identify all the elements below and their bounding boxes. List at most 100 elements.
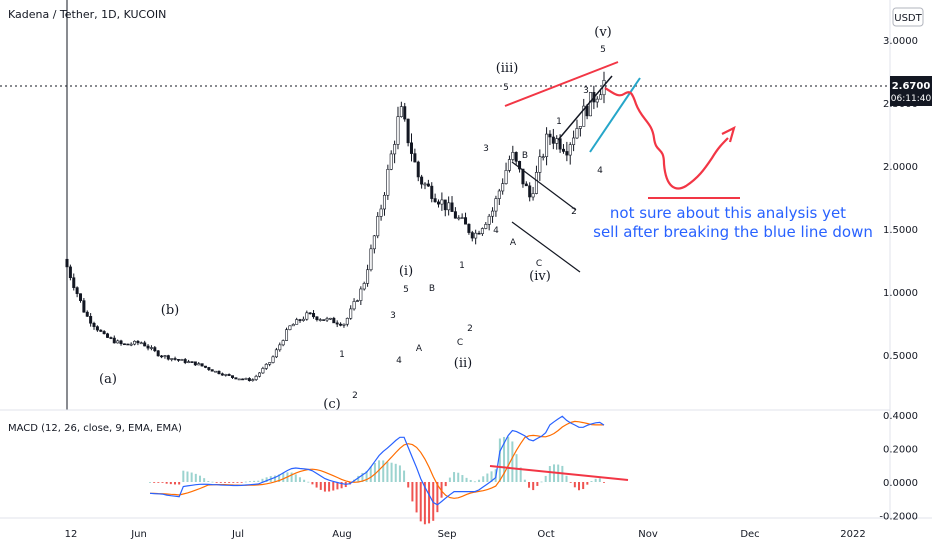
candle-body bbox=[251, 379, 255, 381]
candle-body bbox=[237, 378, 241, 381]
candle-body bbox=[264, 363, 268, 369]
macd-histogram-bar bbox=[503, 436, 506, 482]
macd-histogram-bar bbox=[357, 475, 360, 482]
candle-body bbox=[534, 172, 538, 194]
wave-labels: (a) (b) (c) (i) (ii) (iii) (iv) (v) 1 2 3 4 5 A B C 1 2 3 4… bbox=[99, 25, 612, 412]
macd-histogram-bar bbox=[519, 467, 522, 482]
macd-histogram-bar bbox=[169, 482, 172, 485]
candle-body bbox=[298, 319, 302, 321]
candle-body bbox=[112, 337, 116, 344]
candle-body bbox=[258, 372, 262, 377]
candle-body bbox=[234, 377, 238, 380]
macd-histogram-bar bbox=[523, 479, 526, 482]
macd-histogram-bar bbox=[149, 482, 151, 483]
macd-histogram-bar bbox=[182, 470, 185, 482]
time-axis-label: 2022 bbox=[840, 529, 865, 540]
currency-button[interactable] bbox=[892, 7, 924, 27]
candle-body bbox=[521, 168, 525, 185]
macd-histogram-bar bbox=[482, 476, 485, 482]
candle-body bbox=[68, 266, 72, 279]
wave-label: (iv) bbox=[529, 269, 551, 284]
macd-line bbox=[149, 415, 605, 506]
macd-histogram bbox=[149, 436, 605, 525]
candle-body bbox=[200, 363, 204, 367]
macd-histogram-bar bbox=[265, 477, 268, 482]
channel-line-lower bbox=[511, 221, 581, 273]
macd-histogram-bar bbox=[332, 482, 335, 491]
wedge-line-upper-black bbox=[557, 75, 613, 141]
candle-body bbox=[85, 311, 89, 317]
candle-body bbox=[102, 331, 106, 335]
price-tick-label: 0.5000 bbox=[883, 351, 918, 362]
candle-body bbox=[474, 232, 478, 239]
macd-histogram-bar bbox=[398, 465, 401, 482]
macd-histogram-bar bbox=[544, 475, 547, 482]
candle-body bbox=[352, 301, 356, 310]
macd-histogram-bar bbox=[228, 482, 231, 483]
macd-histogram-bar bbox=[569, 482, 572, 483]
candle-body bbox=[507, 159, 511, 171]
time-axis-label: Sep bbox=[438, 529, 457, 540]
candle-body bbox=[325, 318, 329, 321]
upper-wedge-line bbox=[504, 61, 619, 107]
candle-body bbox=[247, 378, 251, 381]
candlestick-series bbox=[65, 71, 606, 382]
candle-body bbox=[578, 126, 582, 129]
candle-body bbox=[190, 361, 194, 363]
candle-body bbox=[457, 217, 461, 220]
candle-body bbox=[322, 319, 326, 321]
macd-histogram-bar bbox=[378, 460, 381, 482]
macd-histogram-bar bbox=[319, 482, 322, 490]
macd-histogram-bar bbox=[578, 482, 581, 491]
candle-body bbox=[312, 313, 316, 318]
candle-body bbox=[271, 356, 275, 363]
candle-body bbox=[285, 329, 289, 341]
note-line-2: sell after breaking the blue line down bbox=[593, 223, 873, 241]
candle-body bbox=[214, 370, 218, 373]
wave-label: 3 bbox=[390, 311, 396, 321]
candle-body bbox=[173, 358, 177, 360]
candle-body bbox=[487, 215, 491, 225]
candle-body bbox=[565, 151, 569, 156]
candle-body bbox=[328, 317, 332, 320]
candle-body bbox=[376, 216, 380, 237]
candle-body bbox=[393, 144, 397, 155]
macd-histogram-bar bbox=[253, 480, 256, 482]
macd-histogram-bar bbox=[261, 478, 264, 482]
wave-label: 5 bbox=[503, 83, 509, 93]
candle-body bbox=[261, 368, 265, 374]
macd-histogram-bar bbox=[415, 482, 418, 513]
channel-line-upper bbox=[511, 161, 577, 211]
candle-body bbox=[443, 199, 447, 211]
candle-body bbox=[207, 367, 211, 370]
candle-body bbox=[382, 194, 386, 210]
wave-label: 2 bbox=[571, 207, 577, 217]
candle-body bbox=[528, 185, 532, 198]
projection-arrowhead bbox=[721, 125, 736, 143]
candle-body bbox=[176, 359, 180, 361]
macd-histogram-bar bbox=[448, 477, 451, 482]
candle-body bbox=[301, 318, 305, 321]
candle-body bbox=[396, 116, 400, 145]
candle-body bbox=[224, 374, 228, 376]
macd-histogram-bar bbox=[469, 479, 472, 482]
candle-body bbox=[440, 199, 444, 205]
candle-body bbox=[153, 347, 157, 352]
candle-body bbox=[538, 156, 542, 173]
candle-body bbox=[409, 142, 413, 154]
wave-label: A bbox=[510, 238, 517, 248]
candle-body bbox=[230, 375, 234, 378]
candle-body bbox=[163, 355, 167, 357]
candle-body bbox=[467, 223, 471, 233]
macd-histogram-bar bbox=[548, 466, 551, 482]
candle-body bbox=[514, 152, 518, 162]
wave-label: 2 bbox=[467, 324, 473, 334]
candle-body bbox=[406, 118, 410, 144]
candle-body bbox=[241, 378, 245, 381]
macd-histogram-bar bbox=[282, 473, 285, 482]
macd-histogram-bar bbox=[178, 482, 181, 485]
candle-body bbox=[420, 176, 424, 185]
candle-body bbox=[447, 202, 451, 211]
candle-body bbox=[599, 94, 603, 100]
